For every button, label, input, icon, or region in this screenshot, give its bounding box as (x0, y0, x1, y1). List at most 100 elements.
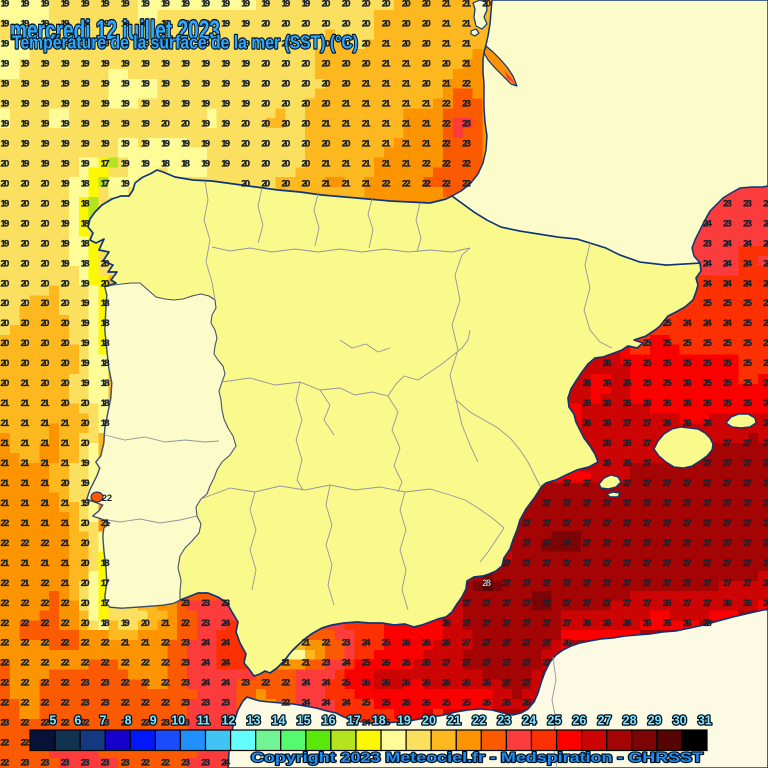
svg-text:25: 25 (382, 718, 392, 729)
svg-text:25: 25 (763, 318, 768, 329)
svg-text:27: 27 (603, 518, 612, 529)
svg-text:24: 24 (322, 698, 332, 709)
svg-text:21: 21 (442, 0, 452, 10)
svg-text:21: 21 (41, 498, 51, 509)
svg-text:19: 19 (81, 278, 90, 289)
svg-text:27: 27 (723, 458, 732, 469)
svg-text:22: 22 (181, 618, 190, 629)
svg-text:20: 20 (61, 378, 70, 389)
svg-text:21: 21 (462, 0, 472, 10)
svg-text:25: 25 (643, 338, 653, 349)
svg-text:18: 18 (372, 714, 386, 728)
svg-text:20: 20 (241, 139, 250, 150)
svg-text:27: 27 (563, 518, 572, 529)
svg-text:26: 26 (482, 678, 491, 689)
svg-text:21: 21 (362, 178, 372, 189)
svg-text:27: 27 (643, 578, 652, 589)
svg-text:20: 20 (282, 139, 291, 150)
svg-text:26: 26 (402, 698, 411, 709)
svg-text:20: 20 (1, 298, 10, 309)
svg-text:27: 27 (563, 598, 572, 609)
svg-text:23: 23 (41, 758, 50, 768)
svg-text:24: 24 (743, 258, 753, 269)
svg-text:25: 25 (382, 638, 392, 649)
svg-text:19: 19 (21, 79, 30, 90)
svg-text:27: 27 (663, 478, 672, 489)
svg-text:26: 26 (502, 698, 511, 709)
svg-text:21: 21 (402, 119, 412, 130)
svg-text:23: 23 (462, 139, 471, 150)
svg-text:27: 27 (522, 658, 531, 669)
svg-text:19: 19 (81, 298, 90, 309)
svg-text:25: 25 (382, 698, 392, 709)
svg-text:20: 20 (21, 258, 30, 269)
svg-text:22: 22 (442, 99, 451, 110)
svg-text:27: 27 (703, 558, 712, 569)
svg-text:27: 27 (743, 478, 752, 489)
svg-text:21: 21 (21, 558, 31, 569)
svg-text:19: 19 (161, 39, 170, 50)
svg-text:20: 20 (282, 119, 291, 130)
svg-text:27: 27 (502, 558, 511, 569)
svg-text:25: 25 (663, 318, 673, 329)
svg-text:19: 19 (121, 39, 130, 50)
svg-text:20: 20 (282, 79, 291, 90)
svg-text:23: 23 (241, 678, 250, 689)
svg-text:19: 19 (282, 0, 291, 10)
svg-text:25: 25 (723, 338, 733, 349)
svg-text:26: 26 (382, 658, 391, 669)
svg-text:27: 27 (542, 558, 551, 569)
svg-text:23: 23 (703, 238, 712, 249)
svg-text:14: 14 (272, 714, 286, 728)
svg-text:23: 23 (322, 658, 331, 669)
svg-text:23: 23 (497, 714, 511, 728)
svg-text:22: 22 (61, 658, 70, 669)
svg-text:19: 19 (121, 119, 130, 130)
svg-text:20: 20 (382, 0, 391, 10)
svg-text:25: 25 (442, 698, 452, 709)
svg-text:27: 27 (482, 638, 491, 649)
svg-text:22: 22 (161, 678, 170, 689)
svg-text:26: 26 (623, 438, 632, 449)
svg-text:27: 27 (563, 478, 572, 489)
svg-text:24: 24 (322, 678, 332, 689)
svg-text:20: 20 (402, 0, 411, 10)
svg-text:Copyright 2023 Meteociel.fr -: Copyright 2023 Meteociel.fr - Medspirati… (251, 750, 704, 765)
svg-text:5: 5 (49, 714, 56, 728)
svg-text:26: 26 (723, 598, 732, 609)
svg-text:20: 20 (322, 59, 331, 70)
svg-text:26: 26 (603, 398, 612, 409)
svg-text:20: 20 (402, 39, 411, 50)
svg-text:27: 27 (643, 518, 652, 529)
svg-text:24: 24 (221, 758, 231, 768)
svg-text:19: 19 (21, 99, 30, 110)
svg-text:19: 19 (61, 19, 70, 30)
svg-text:20: 20 (1, 318, 10, 329)
svg-text:20: 20 (362, 59, 371, 70)
svg-text:22: 22 (462, 178, 471, 189)
svg-text:17: 17 (101, 159, 110, 170)
svg-text:20: 20 (342, 0, 351, 10)
svg-text:21: 21 (21, 478, 31, 489)
svg-text:27: 27 (542, 578, 551, 589)
svg-text:20: 20 (81, 518, 90, 529)
svg-text:19: 19 (141, 59, 150, 70)
svg-text:19: 19 (121, 79, 130, 90)
svg-text:21: 21 (462, 39, 472, 50)
svg-text:22: 22 (121, 658, 130, 669)
svg-text:20: 20 (302, 178, 311, 189)
svg-text:23: 23 (101, 758, 110, 768)
svg-text:19: 19 (161, 139, 170, 150)
svg-text:22: 22 (21, 658, 30, 669)
svg-text:26: 26 (583, 418, 592, 429)
svg-text:19: 19 (161, 59, 170, 70)
svg-text:19: 19 (221, 99, 230, 110)
svg-text:19: 19 (141, 79, 150, 90)
svg-text:21: 21 (342, 159, 352, 170)
svg-text:27: 27 (462, 618, 471, 629)
svg-text:19: 19 (241, 59, 250, 70)
svg-text:27: 27 (603, 498, 612, 509)
svg-text:17: 17 (101, 178, 110, 189)
svg-text:Température de la surface de l: Température de la surface de la mer (SST… (12, 32, 358, 53)
svg-text:26: 26 (603, 418, 612, 429)
